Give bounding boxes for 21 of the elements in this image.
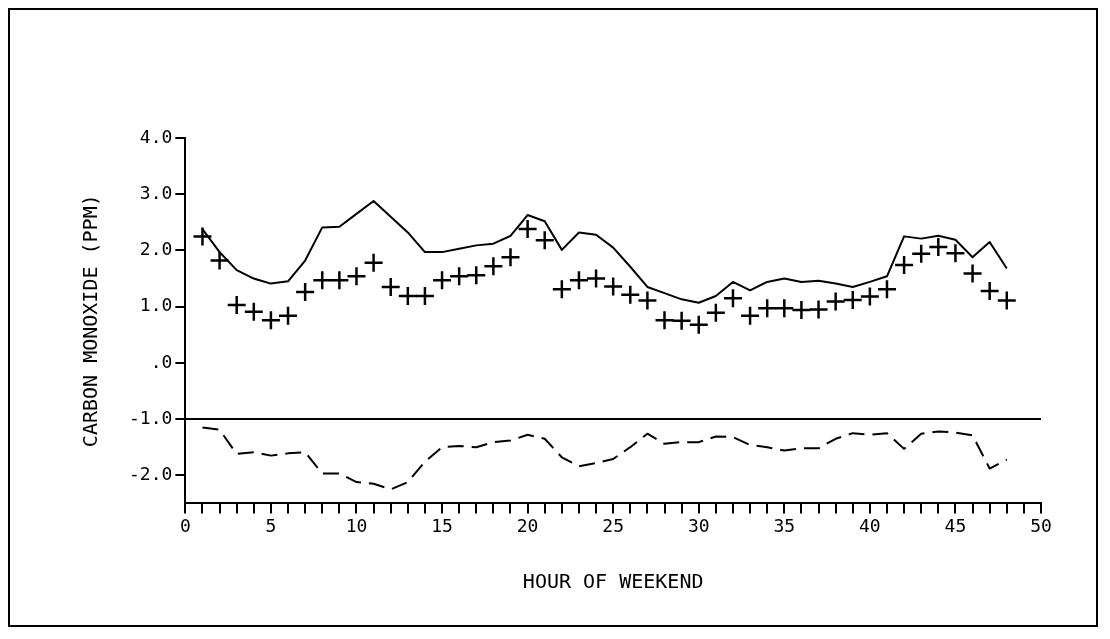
x-tick-label: 10 xyxy=(345,514,368,536)
x-tick-label: 30 xyxy=(687,514,710,536)
y-tick-label: 2.0 xyxy=(139,238,173,260)
y-tick-label: .0 xyxy=(150,350,173,372)
x-tick-label: 0 xyxy=(179,514,191,536)
y-tick-label: -2.0 xyxy=(128,462,173,484)
x-tick-label: 20 xyxy=(516,514,539,536)
y-axis-title: CARBON MONOXIDE (PPM) xyxy=(78,194,103,448)
y-tick-label: 1.0 xyxy=(139,294,173,316)
x-tick-label: 15 xyxy=(431,514,453,536)
x-tick-label: 5 xyxy=(265,514,277,536)
x-tick-label: 40 xyxy=(859,514,881,536)
y-tick-label: 3.0 xyxy=(139,181,173,203)
x-axis-title: HOUR OF WEEKEND xyxy=(522,569,704,594)
x-tick-label: 35 xyxy=(773,514,796,536)
x-tick-label: 25 xyxy=(602,514,625,536)
x-tick-label: 45 xyxy=(944,514,967,536)
y-tick-label: -1.0 xyxy=(128,406,173,428)
x-tick-label: 50 xyxy=(1030,514,1052,536)
picture-frame: HOUR OF WEEKEND CARBON MONOXIDE (PPM) 0 5 10 15 20 25 30 35 40 45 50 -2.0 -1.0 .0 1.0 2.0 3.0 4.0 xyxy=(8,8,1098,627)
y-tick-label: 4.0 xyxy=(139,125,173,147)
